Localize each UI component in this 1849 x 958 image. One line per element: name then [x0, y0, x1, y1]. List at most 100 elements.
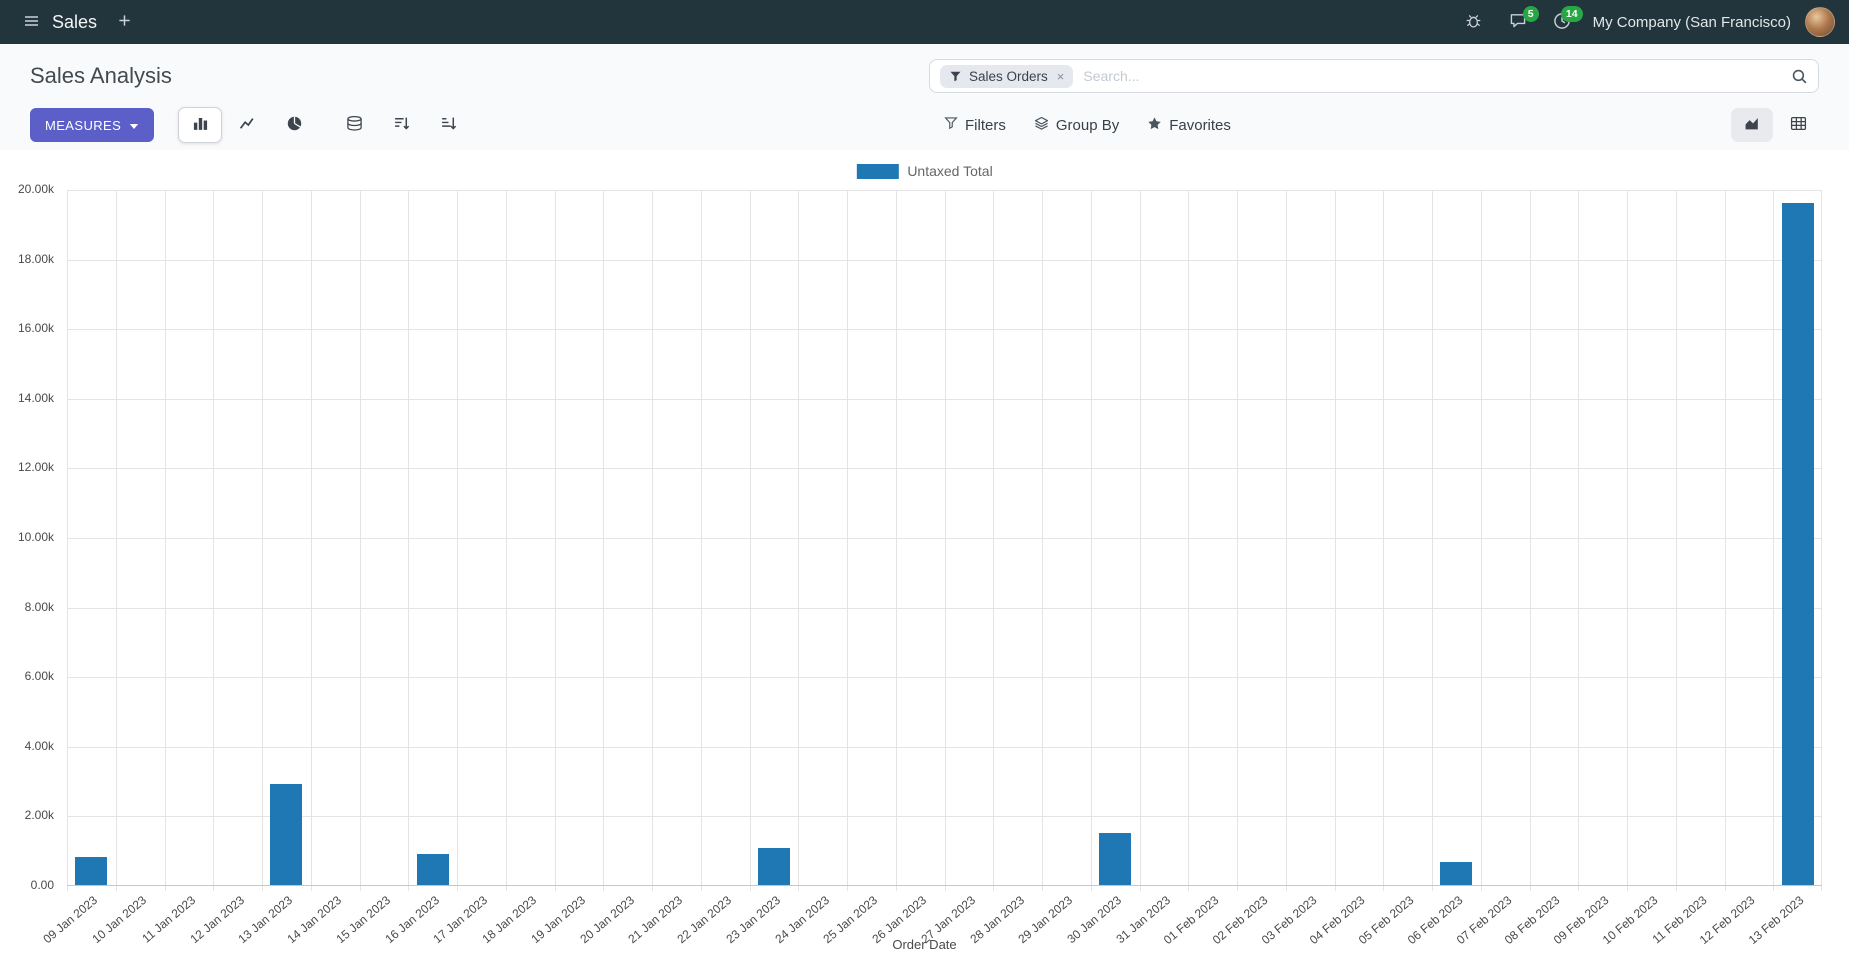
activities-badge: 14 [1560, 6, 1583, 22]
v-gridline [1237, 190, 1238, 891]
filters-menu-button[interactable]: Filters [944, 116, 1006, 134]
bar[interactable] [1781, 203, 1814, 885]
h-gridline [67, 260, 1822, 261]
messages-button[interactable]: 5 [1501, 5, 1539, 39]
h-gridline [67, 190, 1822, 191]
v-gridline [506, 190, 507, 891]
search-input[interactable] [1083, 68, 1781, 84]
activities-button[interactable]: 14 [1545, 5, 1583, 39]
debug-button[interactable] [1457, 5, 1491, 39]
v-gridline [1042, 190, 1043, 891]
v-gridline [360, 190, 361, 891]
view-switcher [1731, 106, 1819, 144]
chart-option-buttons [332, 107, 470, 143]
measures-button[interactable]: MEASURES [30, 108, 155, 142]
group-by-menu-button[interactable]: Group By [1034, 116, 1119, 135]
v-gridline [67, 190, 68, 891]
bar[interactable] [416, 854, 449, 885]
messages-badge: 5 [1522, 6, 1539, 22]
v-gridline [1578, 190, 1579, 891]
app-name[interactable]: Sales [52, 11, 98, 32]
v-gridline [603, 190, 604, 891]
bar[interactable] [757, 848, 790, 885]
control-panel: Sales Analysis Sales Orders × MEASURES [0, 44, 1849, 150]
sort-ascending-icon [440, 115, 457, 135]
h-gridline [67, 816, 1822, 817]
y-axis-label: 10.00k [17, 530, 54, 544]
v-gridline [1140, 190, 1141, 891]
v-gridline [1335, 190, 1336, 891]
filters-label: Filters [965, 116, 1006, 134]
page-title: Sales Analysis [30, 63, 172, 88]
graph-view-chart: Untaxed Total 0.00 2.00k 4.00k 6.00k 8.00k 10… [0, 150, 1849, 958]
line-chart-icon [239, 115, 256, 135]
facet-remove-icon[interactable]: × [1056, 68, 1065, 84]
h-gridline [67, 399, 1822, 400]
caret-down-icon [129, 118, 139, 133]
v-gridline [750, 190, 751, 891]
chart-type-switcher [178, 107, 316, 143]
bug-icon [1465, 12, 1482, 32]
bar[interactable] [75, 857, 108, 885]
v-gridline [945, 190, 946, 891]
h-gridline [67, 468, 1822, 469]
search-facet-sales-orders[interactable]: Sales Orders × [940, 64, 1074, 88]
v-gridline [262, 190, 263, 891]
pivot-view-button[interactable] [1777, 108, 1819, 142]
v-gridline [165, 190, 166, 891]
search-options: Filters Group By Favorit [944, 106, 1231, 144]
v-gridline [311, 190, 312, 891]
chart-legend[interactable]: Untaxed Total [856, 163, 993, 179]
h-gridline [67, 677, 1822, 678]
y-axis-label: 0.00 [30, 878, 54, 892]
legend-label: Untaxed Total [907, 163, 993, 179]
facet-label: Sales Orders [969, 68, 1048, 84]
v-gridline [1676, 190, 1677, 891]
favorites-star-icon [1147, 116, 1162, 135]
y-axis-label: 12.00k [17, 460, 54, 475]
user-avatar[interactable] [1805, 7, 1835, 37]
bar[interactable] [270, 784, 303, 885]
v-gridline [993, 190, 994, 891]
bar[interactable] [1440, 862, 1473, 885]
v-gridline [116, 190, 117, 891]
y-axis-label: 2.00k [24, 808, 54, 823]
search-icon[interactable] [1791, 68, 1808, 85]
sort-ascending-button[interactable] [426, 107, 470, 143]
x-axis-title: Order Date [892, 937, 957, 952]
y-axis-label: 18.00k [17, 251, 54, 266]
plus-tab-button[interactable] [107, 5, 141, 39]
search-bar[interactable]: Sales Orders × [929, 59, 1819, 93]
filters-funnel-icon [944, 116, 958, 134]
stacked-toggle-button[interactable] [332, 107, 376, 143]
pie-chart-button[interactable] [272, 107, 316, 143]
favorites-label: Favorites [1169, 116, 1231, 134]
hamburger-icon [23, 13, 40, 32]
y-axis-label: 16.00k [17, 321, 54, 336]
line-chart-button[interactable] [225, 107, 269, 143]
company-switcher[interactable]: My Company (San Francisco) [1592, 13, 1791, 31]
v-gridline [213, 190, 214, 891]
sort-descending-button[interactable] [379, 107, 423, 143]
bar-chart-button[interactable] [178, 107, 223, 143]
measures-label: MEASURES [45, 117, 122, 133]
graph-view-button[interactable] [1731, 108, 1773, 142]
group-by-label: Group By [1055, 116, 1120, 134]
v-gridline [1481, 190, 1482, 891]
y-axis-label: 4.00k [24, 738, 54, 753]
v-gridline [1821, 190, 1822, 891]
bar[interactable] [1099, 833, 1132, 885]
v-gridline [1773, 190, 1774, 891]
stacked-layers-icon [346, 115, 363, 135]
v-gridline [652, 190, 653, 891]
legend-swatch [856, 163, 899, 179]
sort-descending-icon [393, 115, 410, 135]
apps-menu-button[interactable] [14, 5, 48, 39]
favorites-menu-button[interactable]: Favorites [1147, 116, 1231, 135]
h-gridline [67, 747, 1822, 748]
v-gridline [1627, 190, 1628, 891]
v-gridline [1432, 190, 1433, 891]
v-gridline [1091, 190, 1092, 891]
v-gridline [896, 190, 897, 891]
pivot-table-icon [1790, 115, 1807, 135]
